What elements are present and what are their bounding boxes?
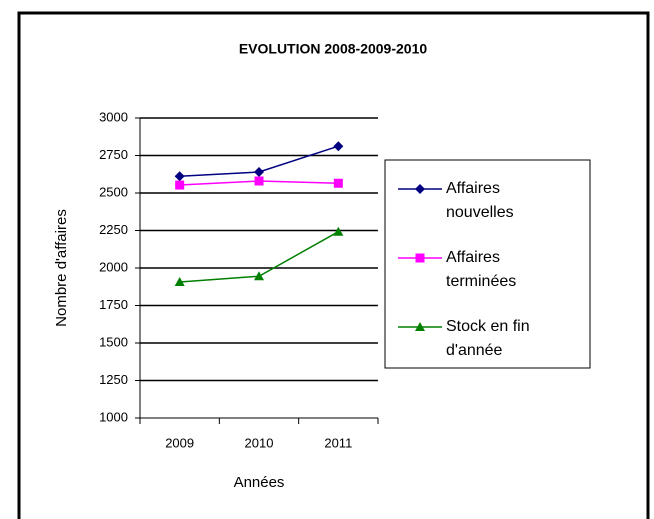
legend-label: Affaires nouvelles [446, 180, 514, 221]
y-tick-label: 2000 [99, 259, 128, 274]
data-point [174, 171, 185, 182]
data-point [254, 176, 264, 186]
data-point [174, 276, 185, 286]
y-tick-label: 2750 [99, 147, 128, 162]
legend-label: Stock en fin d'année [446, 318, 530, 359]
y-tick-label: 1750 [99, 297, 128, 312]
y-tick-label: 2250 [99, 222, 128, 237]
legend-label: Affaires terminées [446, 249, 517, 290]
legend-marker [415, 253, 425, 263]
legend-marker [415, 184, 425, 194]
y-tick-label: 1500 [99, 334, 128, 349]
data-point [333, 226, 344, 236]
x-tick-label: 2011 [324, 435, 352, 450]
legend-marker [415, 322, 425, 331]
y-tick-label: 1250 [99, 372, 128, 387]
data-point [333, 141, 344, 152]
data-point [254, 271, 264, 281]
x-tick-label: 2010 [245, 435, 274, 450]
x-tick-label: 2009 [165, 435, 194, 450]
chart-title: EVOLUTION 2008-2009-2010 [239, 41, 428, 57]
y-tick-label: 3000 [99, 109, 128, 124]
data-point [175, 180, 185, 190]
legend-box [384, 159, 591, 369]
data-point [254, 167, 264, 177]
y-axis-label: Nombre d'affaires [53, 209, 70, 327]
y-tick-label: 2500 [99, 184, 128, 199]
y-tick-label: 1000 [99, 409, 128, 424]
x-axis-label: Années [234, 474, 285, 491]
data-point [333, 178, 343, 188]
